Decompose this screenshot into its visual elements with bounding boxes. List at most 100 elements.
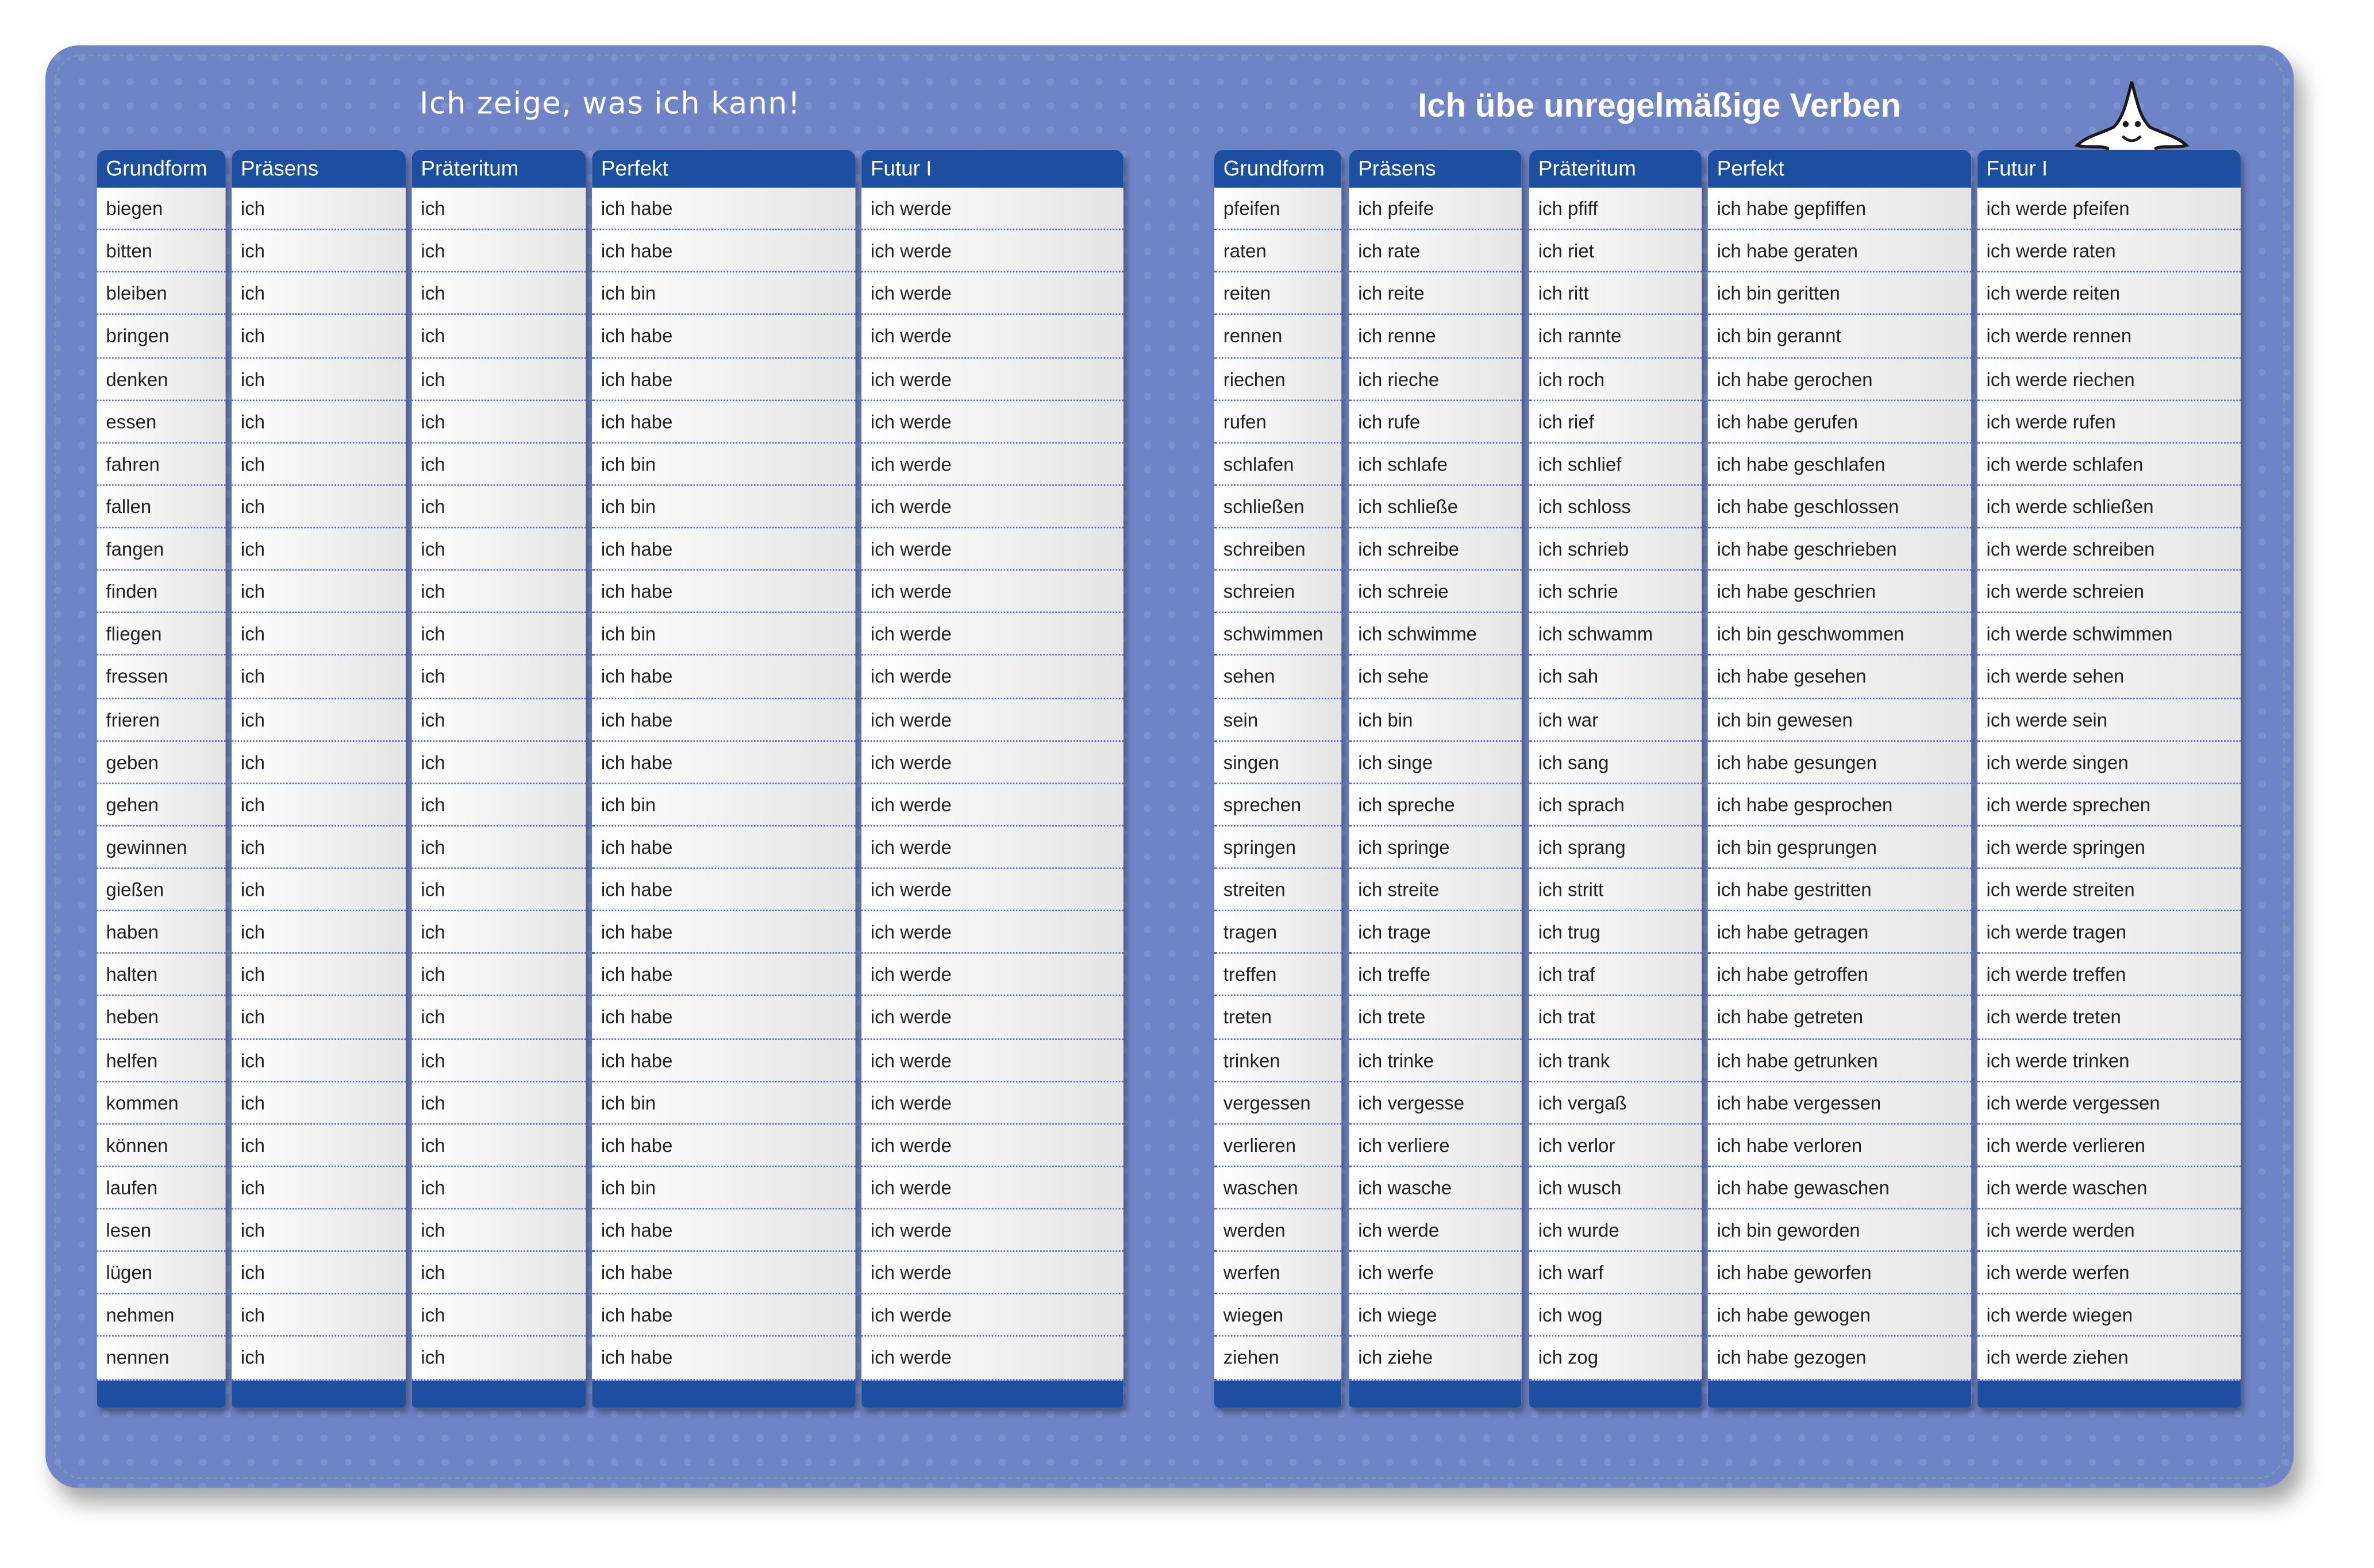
table-cell: ich xyxy=(232,614,406,656)
table-cell: ich werde streiten xyxy=(1977,869,2241,912)
table-cell: ich xyxy=(232,954,406,997)
table-cell: ich xyxy=(232,826,406,869)
table-cell: kommen xyxy=(97,1082,226,1124)
table-column: Präsens ich ich ich ich ich ich ich ich ich ich ich… xyxy=(232,149,406,1408)
table-cell: lügen xyxy=(97,1252,226,1295)
table-cell: ich werde xyxy=(861,699,1123,741)
table-cell: ich pfeife xyxy=(1349,188,1522,230)
table-cell: ich xyxy=(411,273,586,315)
table-cell: ich renne xyxy=(1349,315,1522,359)
column-footer xyxy=(232,1380,406,1408)
table-cell: gehen xyxy=(97,784,226,827)
table-cell: ich habe xyxy=(592,188,856,230)
table-cell: ich wiege xyxy=(1349,1295,1522,1338)
table-cell: ich xyxy=(232,230,406,273)
table-cell: pfeifen xyxy=(1214,188,1342,230)
table-cell: ich habe verloren xyxy=(1707,1124,1972,1167)
table-cell: sehen xyxy=(1214,656,1342,699)
table-cell: ich xyxy=(232,741,406,784)
table-cell: ich xyxy=(232,1252,406,1295)
table-cell: ich werde tragen xyxy=(1977,911,2241,954)
table-cell: ich springe xyxy=(1349,826,1522,869)
column-footer xyxy=(411,1380,586,1408)
table-cell: sprechen xyxy=(1214,784,1342,827)
table-cell: ich habe geraten xyxy=(1707,230,1972,273)
table-cell: rennen xyxy=(1214,315,1342,359)
table-cell: rufen xyxy=(1214,400,1342,444)
table-cell: ich habe geschlossen xyxy=(1707,486,1972,529)
table-cell: ich xyxy=(411,869,586,912)
table-cell: ich wusch xyxy=(1529,1167,1702,1210)
table-cell: ich werde riechen xyxy=(1977,358,2241,401)
table-cell: ich werde xyxy=(861,741,1123,784)
column-footer xyxy=(1529,1380,1702,1408)
table-cell: ich stritt xyxy=(1529,869,1702,912)
table-cell: essen xyxy=(97,400,226,444)
table-column: Präteritum ich pfiff ich riet ich ritt ich r… xyxy=(1529,149,1702,1408)
table-cell: ich war xyxy=(1529,699,1702,741)
table-cell: laufen xyxy=(97,1167,226,1210)
table-cell: ich werde xyxy=(861,1252,1123,1295)
table-cell: ich bin xyxy=(592,614,856,656)
table-cell: ich werde schlafen xyxy=(1977,443,2241,486)
table-cell: ich xyxy=(232,869,406,912)
table-cell: ich werde sprechen xyxy=(1977,784,2241,827)
table-cell: schwimmen xyxy=(1214,614,1342,656)
table-cell: ich schlief xyxy=(1529,443,1702,486)
table-cell: ich wurde xyxy=(1529,1209,1702,1253)
table-cell: ich werde xyxy=(861,273,1123,315)
table-cell: ich bin xyxy=(592,1167,856,1210)
table-cell: ich werde xyxy=(861,1209,1123,1253)
table-cell: wiegen xyxy=(1214,1295,1342,1338)
table-cell: ich verliere xyxy=(1349,1124,1522,1167)
table-cell: frieren xyxy=(97,699,226,741)
table-cell: ich werde rennen xyxy=(1977,315,2241,359)
table-cell: ich werde werfen xyxy=(1977,1252,2241,1295)
table-cell: ich schrieb xyxy=(1529,528,1702,571)
table-cell: ich verlor xyxy=(1529,1124,1702,1167)
table-column: Präsens ich pfeife ich rate ich reite ich re… xyxy=(1349,149,1522,1408)
table-cell: singen xyxy=(1214,741,1342,784)
table-cell: ich xyxy=(411,1124,586,1167)
table-cell: ich schloss xyxy=(1529,486,1702,529)
table-cell: ich habe xyxy=(592,1209,856,1253)
column-footer xyxy=(1977,1380,2241,1408)
right-title: Ich übe unregelmäßige Verben xyxy=(1418,86,1901,125)
table-cell: geben xyxy=(97,741,226,784)
table-cell: ich wasche xyxy=(1349,1167,1522,1210)
table-cell: ich rieche xyxy=(1349,358,1522,401)
table-cell: können xyxy=(97,1124,226,1167)
table-cell: ich xyxy=(232,1295,406,1338)
table-cell: ich habe gesprochen xyxy=(1707,784,1972,827)
table-cell: ich werde xyxy=(861,954,1123,997)
table-cell: ich xyxy=(232,1124,406,1167)
table-cell: helfen xyxy=(97,1039,226,1082)
table-cell: ich spreche xyxy=(1349,784,1522,827)
column-header: Präsens xyxy=(232,149,406,188)
table-cell: ich werde xyxy=(861,528,1123,571)
table-cell: ich rannte xyxy=(1529,315,1702,359)
table-cell: ich bin xyxy=(592,443,856,486)
column-footer xyxy=(1349,1380,1522,1408)
table-cell: ich trug xyxy=(1529,911,1702,954)
table-cell: ich rate xyxy=(1349,230,1522,273)
table-cell: ich sang xyxy=(1529,741,1702,784)
table-cell: ich werde xyxy=(861,486,1123,529)
table-cell: ich werde xyxy=(861,911,1123,954)
table-cell: ich xyxy=(232,1337,406,1380)
table-cell: ich werde werden xyxy=(1977,1209,2241,1253)
table-cell: ich habe xyxy=(592,911,856,954)
table-cell: haben xyxy=(97,911,226,954)
table-cell: ich habe geworfen xyxy=(1707,1252,1972,1295)
table-cell: ich xyxy=(232,571,406,614)
table-cell: ich habe xyxy=(592,741,856,784)
table-cell: treten xyxy=(1214,997,1342,1039)
table-cell: ich vergesse xyxy=(1349,1082,1522,1124)
table-cell: ich xyxy=(411,188,586,230)
table-cell: ich warf xyxy=(1529,1252,1702,1295)
column-header: Grundform xyxy=(1214,149,1342,188)
table-cell: ich werde treten xyxy=(1977,997,2241,1039)
table-cell: ich werde treffen xyxy=(1977,954,2241,997)
